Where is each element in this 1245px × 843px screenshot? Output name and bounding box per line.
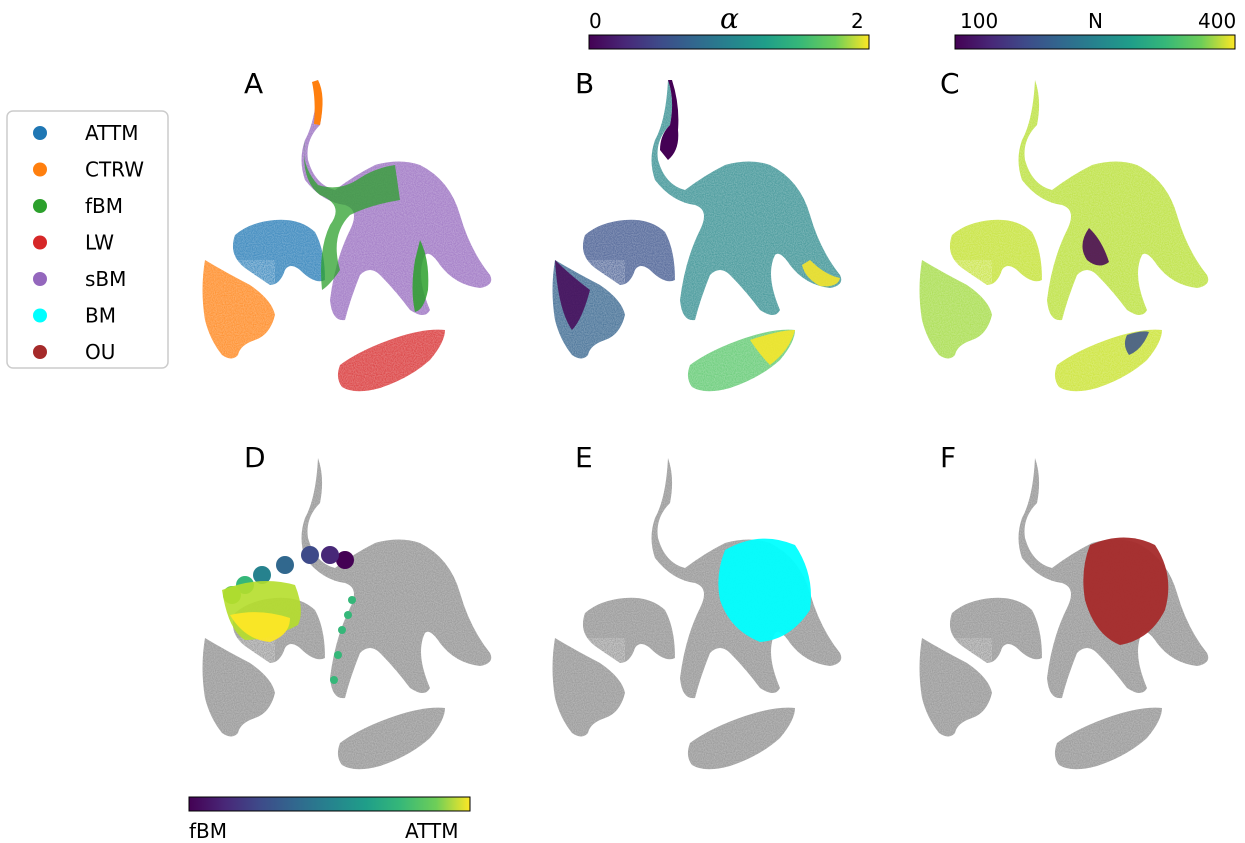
alpha-min-label: 0 xyxy=(589,9,602,33)
cluster-texture xyxy=(582,219,675,285)
legend-marker xyxy=(33,308,47,323)
alpha-colorbar: 0 α 2 xyxy=(588,2,870,50)
highlight-point xyxy=(334,651,342,659)
n-max-label: 400 xyxy=(1198,9,1236,33)
cluster-low-alpha xyxy=(555,260,590,330)
cluster-texture xyxy=(919,638,992,737)
legend-label: fBM xyxy=(85,194,123,218)
highlight-point xyxy=(330,676,338,684)
legend-label: BM xyxy=(85,304,116,328)
highlight-point xyxy=(321,546,339,564)
legend-marker xyxy=(33,199,47,213)
cluster-texture xyxy=(202,260,275,359)
panel-d xyxy=(202,458,492,770)
cluster-texture xyxy=(552,638,625,737)
legend-label: OU xyxy=(85,340,115,364)
cluster-texture xyxy=(651,80,842,321)
cluster-texture xyxy=(1054,707,1162,770)
panel-letter-b: B xyxy=(575,67,594,100)
highlight-point xyxy=(276,556,294,574)
legend-item: ATTM xyxy=(33,121,138,145)
cluster-texture xyxy=(1018,80,1209,321)
highlight-point xyxy=(253,566,271,584)
legend-label: LW xyxy=(85,231,114,255)
n-min-label: 100 xyxy=(960,9,998,33)
panel-c xyxy=(919,80,1209,392)
legend-marker xyxy=(33,272,47,286)
panel-a xyxy=(202,80,492,392)
legend-item: sBM xyxy=(33,267,126,291)
cluster-texture xyxy=(582,597,675,663)
cluster-low-n xyxy=(1124,331,1149,355)
legend-marker xyxy=(33,345,47,359)
legend-label: CTRW xyxy=(85,158,144,182)
cluster-texture xyxy=(919,260,992,359)
panel-letter-e: E xyxy=(575,441,593,474)
alpha-label: α xyxy=(720,2,739,35)
panel-b xyxy=(552,80,842,392)
cluster-fbm-arm xyxy=(412,240,429,312)
legend-item: CTRW xyxy=(33,158,144,182)
highlight-cluster xyxy=(230,612,290,642)
legend-label: ATTM xyxy=(85,121,138,145)
highlight-point xyxy=(301,546,319,564)
alpha-max-label: 2 xyxy=(851,9,864,33)
cluster-texture xyxy=(232,219,325,285)
legend-item: OU xyxy=(33,340,115,364)
panel-letter-f: F xyxy=(940,441,956,474)
cluster-ctrw-tail xyxy=(312,80,323,125)
cluster-texture xyxy=(337,707,445,770)
cluster-texture xyxy=(687,707,795,770)
model-mix-max-label: ATTM xyxy=(405,819,458,843)
cluster-texture xyxy=(949,219,1042,285)
panel-letter-d: D xyxy=(244,441,266,474)
cluster-high-alpha xyxy=(750,330,795,365)
legend-marker xyxy=(33,235,47,250)
cluster-texture xyxy=(1054,329,1162,392)
highlight-point xyxy=(336,551,354,569)
cluster-texture xyxy=(949,597,1042,663)
highlight-point xyxy=(344,611,352,619)
n-colorbar: 100 N 400 xyxy=(954,9,1236,50)
highlight-ou xyxy=(1083,537,1169,645)
cluster-texture xyxy=(301,458,492,699)
cluster-texture xyxy=(337,329,445,392)
legend-marker xyxy=(33,162,47,177)
n-label: N xyxy=(1088,9,1103,33)
cluster-fbm xyxy=(303,140,400,290)
panel-f xyxy=(919,458,1209,770)
legend-item: fBM xyxy=(33,194,123,218)
highlight-bm xyxy=(718,538,811,642)
highlight-point xyxy=(348,596,356,604)
highlight-point xyxy=(338,626,346,634)
model-mix-min-label: fBM xyxy=(189,819,227,843)
cluster-texture xyxy=(202,638,275,737)
legend-marker xyxy=(33,126,47,140)
panel-e xyxy=(552,458,842,770)
panel-letter-c: C xyxy=(940,67,960,100)
legend: ATTM CTRW fBM LW sBM BM OU xyxy=(6,110,169,369)
panel-letter-a: A xyxy=(244,67,263,100)
cluster-high-alpha xyxy=(802,260,840,287)
cluster-low-n xyxy=(1082,228,1109,266)
legend-label: sBM xyxy=(85,267,126,291)
model-mix-colorbar: fBM ATTM xyxy=(188,796,471,843)
cluster-low-alpha xyxy=(660,80,679,160)
legend-item: BM xyxy=(33,304,116,328)
legend-item: LW xyxy=(33,231,114,255)
